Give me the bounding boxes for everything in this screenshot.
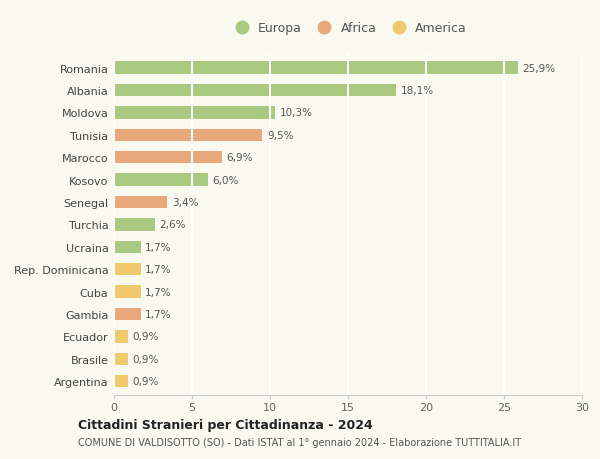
Text: 0,9%: 0,9% bbox=[133, 354, 159, 364]
Bar bbox=[114, 196, 167, 209]
Text: 3,4%: 3,4% bbox=[172, 197, 198, 207]
Legend: Europa, Africa, America: Europa, Africa, America bbox=[224, 17, 472, 40]
Text: 1,7%: 1,7% bbox=[145, 264, 172, 274]
Text: 10,3%: 10,3% bbox=[280, 108, 313, 118]
Text: 1,7%: 1,7% bbox=[145, 242, 172, 252]
Bar bbox=[114, 375, 128, 387]
Bar bbox=[114, 286, 140, 298]
Text: Cittadini Stranieri per Cittadinanza - 2024: Cittadini Stranieri per Cittadinanza - 2… bbox=[78, 418, 373, 431]
Bar bbox=[114, 353, 128, 365]
Text: 0,9%: 0,9% bbox=[133, 332, 159, 341]
Bar bbox=[114, 263, 140, 276]
Bar bbox=[114, 219, 155, 231]
Bar bbox=[114, 174, 208, 186]
Bar bbox=[114, 308, 140, 320]
Bar bbox=[114, 129, 262, 142]
Bar bbox=[114, 330, 128, 343]
Bar bbox=[114, 241, 140, 253]
Bar bbox=[114, 152, 221, 164]
Text: 6,9%: 6,9% bbox=[226, 153, 253, 163]
Bar bbox=[114, 85, 397, 97]
Text: 18,1%: 18,1% bbox=[401, 86, 434, 96]
Text: 25,9%: 25,9% bbox=[523, 63, 556, 73]
Bar bbox=[114, 62, 518, 75]
Text: 1,7%: 1,7% bbox=[145, 309, 172, 319]
Text: 2,6%: 2,6% bbox=[159, 220, 186, 230]
Text: 1,7%: 1,7% bbox=[145, 287, 172, 297]
Text: 9,5%: 9,5% bbox=[267, 130, 293, 140]
Text: 0,9%: 0,9% bbox=[133, 376, 159, 386]
Text: 6,0%: 6,0% bbox=[212, 175, 239, 185]
Text: COMUNE DI VALDISOTTO (SO) - Dati ISTAT al 1° gennaio 2024 - Elaborazione TUTTITA: COMUNE DI VALDISOTTO (SO) - Dati ISTAT a… bbox=[78, 437, 521, 447]
Bar bbox=[114, 107, 275, 119]
